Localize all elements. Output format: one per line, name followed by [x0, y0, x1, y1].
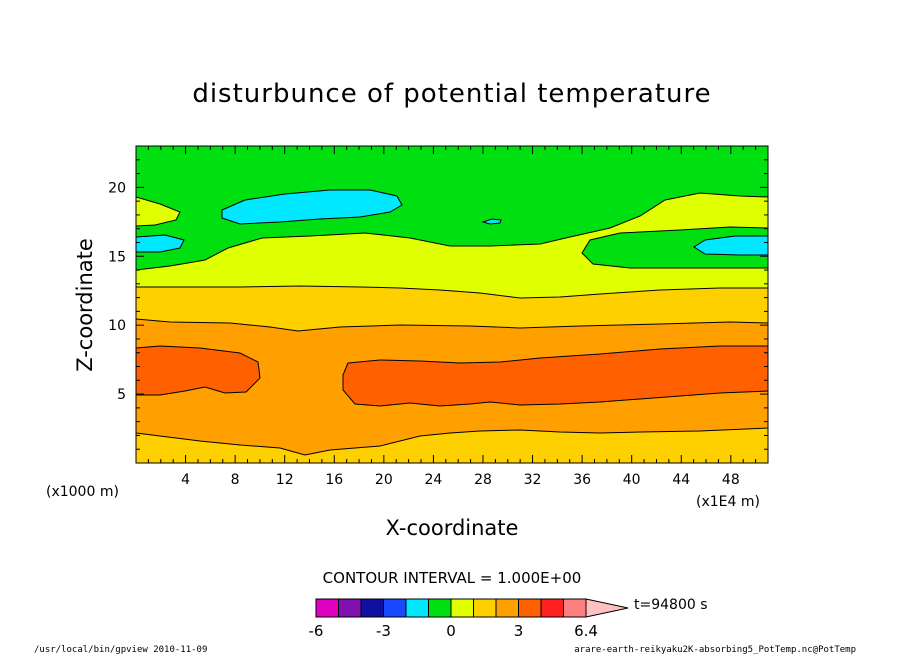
x-tick-label: 44 [672, 472, 690, 488]
footer-left: /usr/local/bin/gpview 2010-11-09 [34, 645, 207, 654]
x-tick-label: 32 [524, 472, 542, 488]
y-tick-label: 5 [117, 387, 126, 403]
colorbar-box [428, 598, 452, 618]
colorbar-label: 3 [514, 622, 524, 640]
time-label: t=94800 s [634, 597, 708, 613]
colorbar-box [473, 598, 497, 618]
x-tick-label: 20 [375, 472, 393, 488]
colorbar-label: 0 [446, 622, 456, 640]
band-cyan-center [221, 189, 403, 225]
x-unit-left: (x1000 m) [46, 484, 119, 500]
x-unit-right: (x1E4 m) [696, 494, 760, 510]
y-axis-label: Z-coordinate [73, 238, 97, 372]
colorbar-box [450, 598, 474, 618]
chart-title: disturbunce of potential temperature [192, 79, 711, 109]
footer-right: arare-earth-reikyaku2K-absorbing5_PotTem… [574, 645, 856, 654]
x-tick-label: 48 [722, 472, 740, 488]
x-tick-label: 16 [325, 472, 343, 488]
colorbar-box [540, 598, 564, 618]
band-dark-orange-right [342, 345, 768, 407]
colorbar-box [383, 598, 407, 618]
colorbar-box [405, 598, 429, 618]
band-cyan-left [136, 234, 185, 253]
y-tick-label: 15 [108, 249, 126, 265]
x-axis-ticks: 4 8 12 16 20 24 28 32 36 40 44 48 [147, 146, 757, 488]
band-green [136, 146, 768, 271]
y-axis-ticks: 5 10 15 20 [108, 159, 768, 450]
contour-interval-text: CONTOUR INTERVAL = 1.000E+00 [323, 569, 582, 587]
colorbar-box [518, 598, 542, 618]
x-axis-label: X-coordinate [386, 516, 519, 540]
x-tick-label: 12 [276, 472, 294, 488]
x-tick-label: 24 [424, 472, 442, 488]
colorbar-labels: -6 -3 0 3 6.4 [309, 622, 598, 640]
band-dark-orange-left [136, 345, 261, 396]
colorbar-box [495, 598, 519, 618]
colorbar-box [360, 598, 384, 618]
colorbar [315, 598, 629, 618]
x-tick-label: 40 [623, 472, 641, 488]
colorbar-label: -3 [376, 622, 391, 640]
x-tick-label: 36 [573, 472, 591, 488]
band-cyan-small [481, 218, 502, 225]
band-yellow-left [136, 196, 181, 227]
plot-frame [135, 145, 769, 464]
colorbar-label: 6.4 [574, 622, 598, 640]
colorbar-box [315, 598, 339, 618]
y-tick-label: 10 [108, 318, 126, 334]
colorbar-box [563, 598, 587, 618]
colorbar-box [338, 598, 362, 618]
colorbar-overflow-triangle [585, 598, 629, 618]
x-tick-label: 4 [181, 472, 190, 488]
plot-area [136, 146, 768, 463]
x-tick-label: 28 [474, 472, 492, 488]
band-cyan-right [693, 235, 768, 256]
x-tick-label: 8 [231, 472, 240, 488]
colorbar-label: -6 [309, 622, 324, 640]
y-tick-label: 20 [108, 180, 126, 196]
band-green-right [581, 226, 768, 269]
